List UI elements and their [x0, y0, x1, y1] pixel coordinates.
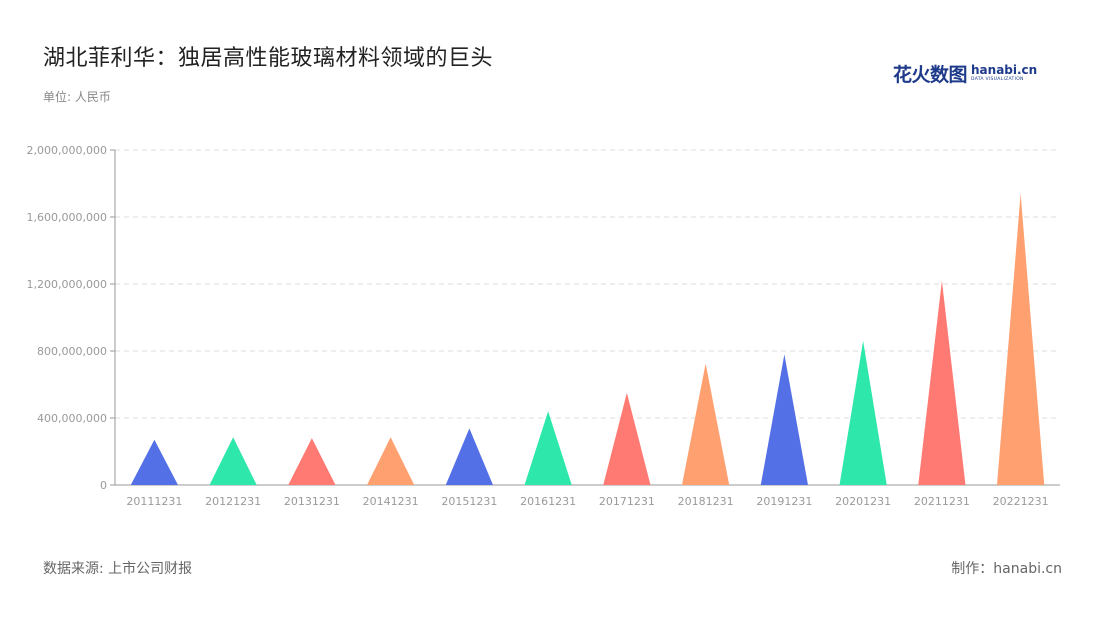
triangle-bar-20221231 [997, 193, 1045, 486]
logo-text-cn: 花火数图 [893, 64, 968, 86]
triangle-bar-20141231 [367, 437, 415, 485]
bars [130, 193, 1045, 486]
x-tick-label: 20141231 [363, 495, 419, 508]
y-tick-label: 0 [100, 479, 107, 492]
logo-text-en: hanabi.cn [971, 63, 1038, 78]
y-tick-label: 400,000,000 [37, 412, 107, 425]
x-tick-label: 20131231 [284, 495, 340, 508]
triangle-bar-20211231 [918, 280, 966, 485]
grid-lines [115, 149, 1060, 419]
credit: 制作：hanabi.cn [951, 561, 1062, 577]
x-tick-label: 20111231 [126, 495, 182, 508]
x-axis-ticks: 20111231 20121231 20131231 20141231 20151231… [126, 495, 1048, 508]
y-tick-label: 800,000,000 [37, 345, 107, 358]
x-tick-label: 20191231 [756, 495, 812, 508]
logo-en-block: hanabi.cn DATA VISUALIZATION [971, 64, 1037, 83]
y-tick-label: 1,600,000,000 [27, 211, 107, 224]
triangle-bar-20191231 [760, 354, 808, 485]
triangle-bar-20131231 [288, 438, 336, 485]
x-tick-label: 20201231 [835, 495, 891, 508]
x-tick-label: 20221231 [993, 495, 1049, 508]
logo-tagline: DATA VISUALIZATION [971, 77, 1024, 83]
x-tick-label: 20171231 [599, 495, 655, 508]
triangle-bar-20201231 [839, 340, 887, 485]
unit-label: 单位: 人民币 [43, 90, 111, 104]
x-tick-label: 20181231 [678, 495, 734, 508]
y-tick-label: 1,200,000,000 [27, 278, 107, 291]
triangle-bar-20171231 [603, 392, 651, 485]
x-tick-label: 20211231 [914, 495, 970, 508]
x-tick-label: 20161231 [520, 495, 576, 508]
brand-logo: 花火数图 hanabi.cn DATA VISUALIZATION [893, 60, 1037, 87]
triangle-bar-20111231 [130, 439, 178, 485]
chart-title: 湖北菲利华：独居高性能玻璃材料领域的巨头 [43, 46, 494, 71]
x-tick-label: 20121231 [205, 495, 261, 508]
data-source: 数据来源: 上市公司财报 [43, 561, 193, 577]
y-axis-ticks: 0 400,000,000 800,000,000 1,200,000,000 1,60… [27, 144, 115, 492]
triangle-bar-20181231 [682, 363, 730, 485]
triangle-bar-20121231 [209, 437, 257, 485]
x-tick-label: 20151231 [441, 495, 497, 508]
y-tick-label: 2,000,000,000 [27, 144, 107, 157]
triangle-bar-20151231 [445, 428, 493, 485]
triangle-bar-20161231 [524, 411, 572, 485]
